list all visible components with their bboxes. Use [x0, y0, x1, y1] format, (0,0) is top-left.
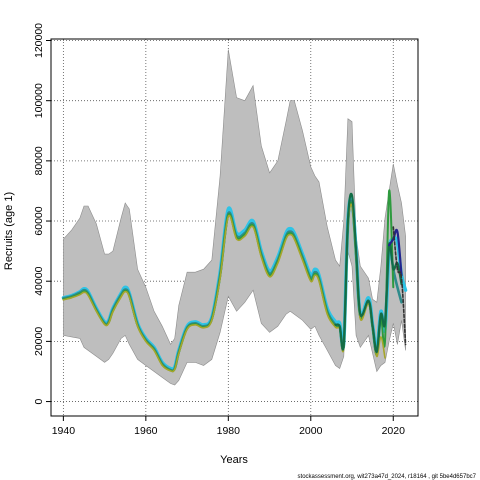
series-line-dashed — [392, 226, 407, 346]
series-line-navy — [388, 228, 403, 277]
x-tick-label: 2020 — [382, 425, 406, 437]
y-tick-label: 40000 — [33, 266, 45, 295]
series-line-dark-green — [334, 192, 403, 354]
confidence-band — [63, 49, 406, 386]
y-tick-label: 20000 — [33, 327, 45, 356]
x-tick-label: 2000 — [299, 425, 323, 437]
x-axis-title: Years — [220, 454, 248, 466]
x-tick-label: 1980 — [217, 425, 241, 437]
y-tick-label: 120000 — [33, 23, 45, 58]
y-axis-title: Recruits (age 1) — [3, 192, 15, 270]
x-tick-label: 1940 — [52, 425, 76, 437]
y-tick-label: 60000 — [33, 206, 45, 235]
y-tick-label: 0 — [33, 399, 45, 405]
series-layer — [61, 189, 408, 373]
y-tick-label: 100000 — [33, 83, 45, 118]
x-axis: 1940 1960 1980 2000 2020 — [52, 415, 406, 437]
x-tick-label: 1960 — [134, 425, 158, 437]
confidence-band-layer — [63, 49, 406, 386]
y-axis: 0 20000 40000 60000 80000 100000 120000 — [33, 23, 51, 405]
footnote: stockassessment.org, wit273a47d_2024, r1… — [298, 474, 477, 480]
y-tick-label: 80000 — [33, 146, 45, 175]
